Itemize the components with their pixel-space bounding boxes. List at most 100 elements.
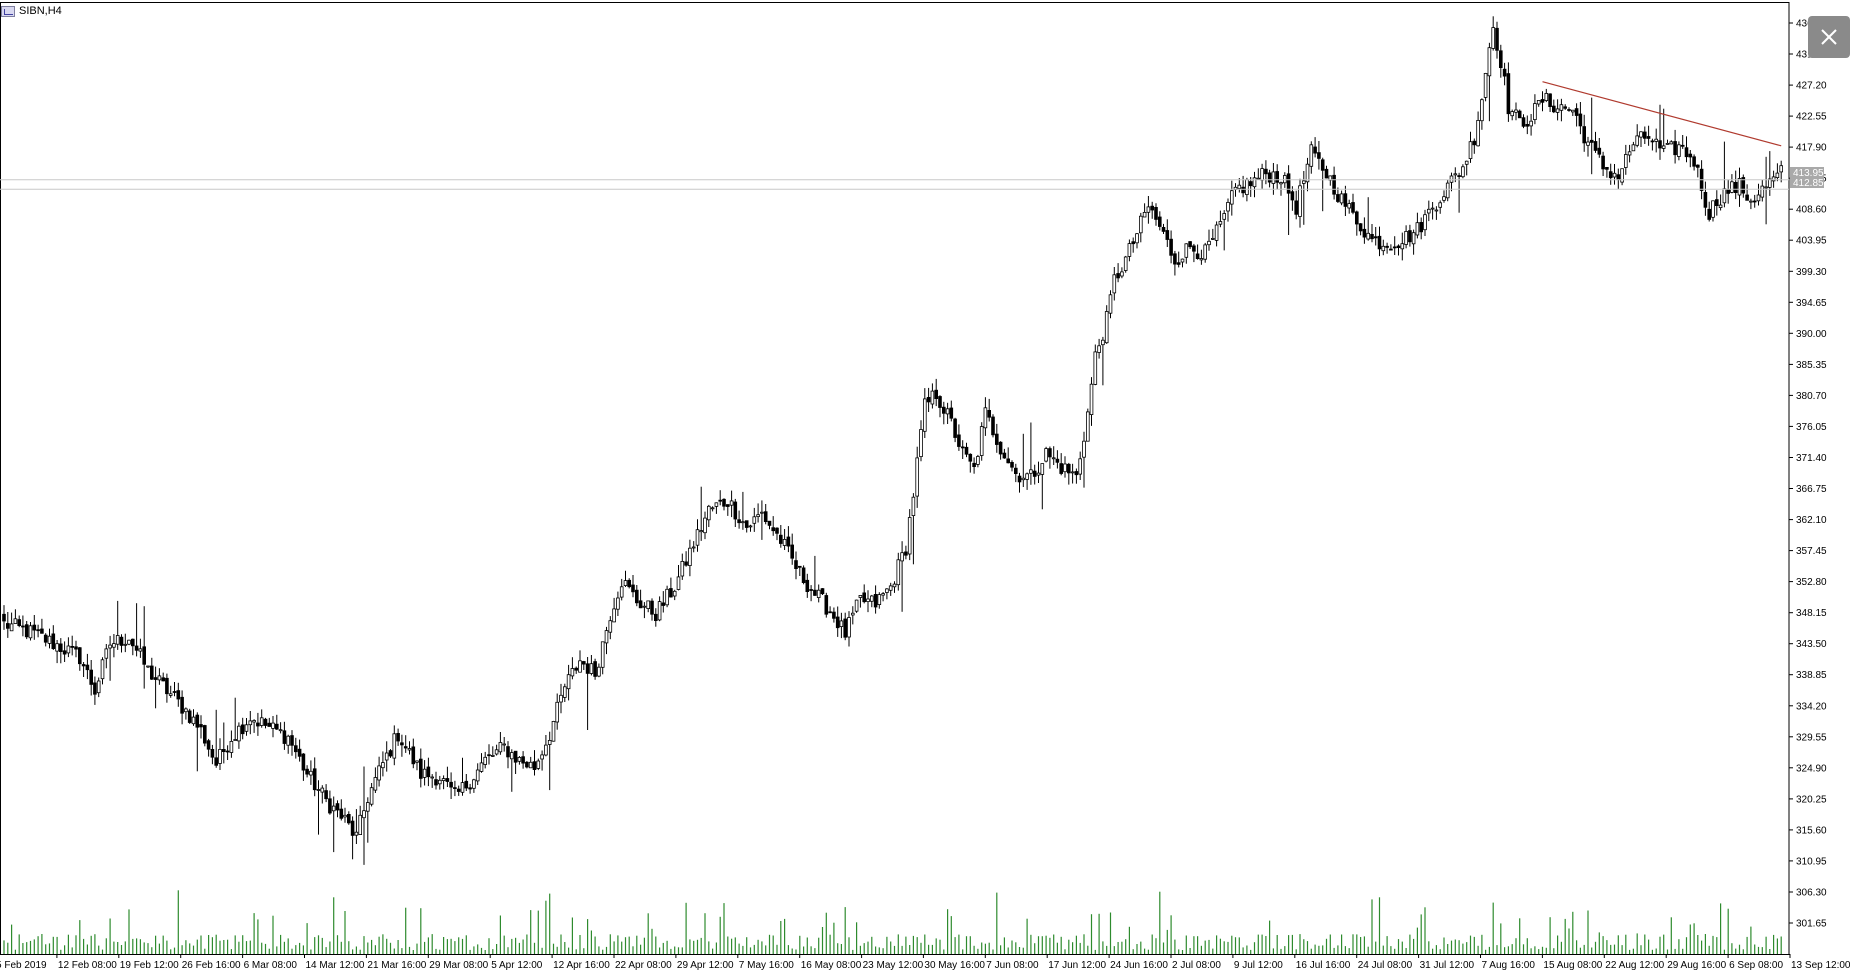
candle-body	[487, 754, 491, 757]
candle-body	[1347, 203, 1352, 209]
candle-body	[911, 496, 916, 517]
candle-body	[396, 733, 400, 742]
candle-body	[612, 608, 616, 623]
candle-body	[521, 756, 525, 764]
candle-body	[1620, 168, 1624, 183]
candle-body	[483, 756, 487, 765]
close-button[interactable]	[1808, 16, 1850, 58]
price-tick-label: 334.20	[1796, 701, 1827, 712]
candle-body	[1211, 237, 1215, 240]
time-tick-label: 5 Apr 12:00	[491, 960, 543, 971]
candle-body	[934, 389, 938, 400]
candle-body	[1658, 140, 1662, 149]
candle-body	[1021, 477, 1026, 481]
candle-body	[1230, 190, 1234, 205]
candle-body	[1362, 228, 1367, 238]
candle-body	[1529, 120, 1533, 127]
candle-body	[1533, 103, 1537, 120]
candle-body	[726, 504, 730, 507]
candle-body	[172, 691, 177, 693]
candle-body	[157, 675, 162, 681]
candle-body	[1760, 185, 1765, 198]
candle-body	[1180, 258, 1185, 263]
candle-body	[309, 770, 313, 776]
candle-body	[907, 517, 912, 555]
price-tick-label: 403.95	[1796, 236, 1827, 247]
candle-body	[1214, 224, 1219, 241]
candle-body	[1142, 211, 1147, 218]
candle-body	[1059, 463, 1064, 474]
candle-body	[1468, 141, 1473, 159]
candle-body	[957, 434, 961, 447]
time-tick-label: 31 Jul 12:00	[1420, 960, 1475, 971]
candle-body	[1101, 339, 1105, 346]
candle-body	[449, 781, 453, 788]
candle-body	[233, 739, 238, 741]
candle-body	[176, 690, 181, 700]
candle-body	[271, 722, 275, 729]
candle-body	[771, 527, 775, 532]
candle-body	[252, 720, 256, 723]
time-tick-label: 2 Jul 08:00	[1172, 960, 1221, 971]
candle-body	[854, 599, 859, 612]
time-tick-label: 21 Mar 16:00	[367, 960, 426, 971]
candle-body	[1373, 236, 1378, 239]
candle-body	[582, 661, 586, 665]
price-tick-label: 371.40	[1796, 453, 1827, 464]
candle-body	[1320, 159, 1325, 171]
candle-body	[392, 733, 397, 759]
candle-body	[1775, 172, 1780, 179]
candle-body	[1222, 213, 1227, 220]
candle-body	[1389, 248, 1393, 251]
candle-body	[1510, 111, 1515, 117]
price-tick-label: 343.50	[1796, 639, 1827, 650]
candle-body	[1771, 176, 1776, 182]
candle-body	[744, 520, 749, 528]
candle-body	[1309, 144, 1314, 167]
candle-body	[1715, 199, 1719, 207]
candle-body	[1267, 172, 1272, 183]
price-tick-label: 380.70	[1796, 391, 1827, 402]
chart-window-icon	[1, 5, 15, 17]
time-tick-label: 24 Jul 08:00	[1358, 960, 1413, 971]
candle-body	[206, 740, 211, 750]
price-tick-label: 348.15	[1796, 608, 1827, 619]
candle-body	[968, 453, 973, 462]
candle-body	[138, 648, 143, 652]
candle-body	[388, 750, 393, 757]
candle-body	[350, 820, 355, 836]
candle-body	[1089, 383, 1094, 416]
candle-body	[434, 779, 438, 786]
candle-body	[1082, 440, 1086, 458]
chart-title: SIBN,H4	[1, 4, 62, 18]
candle-body	[1415, 222, 1420, 236]
candle-body	[123, 643, 128, 646]
candle-body	[1438, 202, 1443, 208]
candle-body	[574, 667, 578, 671]
candle-body	[1317, 152, 1321, 159]
candle-body	[885, 588, 889, 593]
candle-body	[707, 505, 711, 521]
candle-body	[422, 768, 427, 778]
candle-body	[1563, 106, 1568, 109]
price-tick-label: 306.30	[1796, 888, 1827, 899]
candle-body	[339, 808, 344, 819]
candle-body	[801, 567, 806, 584]
candle-body	[1271, 171, 1276, 184]
candle-body	[1411, 232, 1416, 245]
candle-body	[1169, 238, 1173, 256]
candle-body	[81, 664, 86, 667]
candle-body	[165, 677, 169, 695]
current-price-tag	[1790, 167, 1824, 178]
candle-body	[1264, 168, 1268, 175]
candle-body	[1419, 221, 1424, 233]
candle-body	[1423, 214, 1427, 231]
candle-body	[729, 500, 734, 506]
candle-body	[1752, 200, 1757, 203]
candle-body	[987, 409, 991, 418]
candle-body	[623, 580, 628, 586]
candle-body	[1464, 160, 1469, 165]
candle-body	[688, 547, 692, 567]
